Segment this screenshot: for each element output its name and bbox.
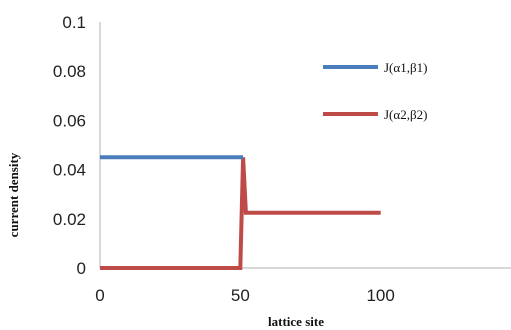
legend-label-1: J(α1,β1) bbox=[384, 60, 427, 75]
legend-label-2: J(α2,β2) bbox=[384, 107, 427, 122]
x-axis-title: lattice site bbox=[268, 314, 324, 329]
y-tick-labels: 0 0.02 0.04 0.06 0.08 0.1 bbox=[53, 13, 86, 278]
y-tick-label: 0.02 bbox=[53, 210, 86, 229]
x-tick-label: 0 bbox=[95, 286, 104, 305]
axes bbox=[99, 22, 511, 269]
x-tick-label: 50 bbox=[231, 286, 250, 305]
y-tick-label: 0.1 bbox=[62, 13, 86, 32]
x-tick-labels: 0 50 100 bbox=[95, 286, 395, 305]
y-axis-title: current density bbox=[6, 152, 21, 237]
series-line-2 bbox=[100, 157, 381, 270]
y-tick-label: 0.04 bbox=[53, 161, 86, 180]
y-tick-label: 0.08 bbox=[53, 62, 86, 81]
x-tick-label: 100 bbox=[366, 286, 394, 305]
legend: J(α1,β1) J(α2,β2) bbox=[323, 60, 427, 122]
series-layer bbox=[100, 155, 381, 270]
y-tick-label: 0.06 bbox=[53, 111, 86, 130]
y-tick-label: 0 bbox=[77, 259, 86, 278]
